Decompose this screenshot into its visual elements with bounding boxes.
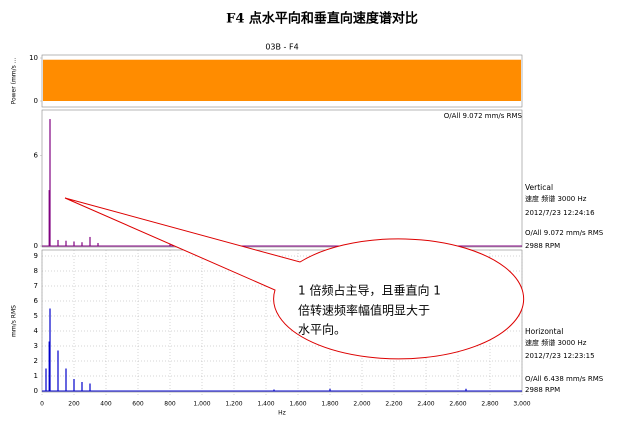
x-tick-label: 0 bbox=[40, 401, 44, 408]
y-tick-label: 8 bbox=[34, 267, 38, 275]
y-tick-label: 0 bbox=[34, 242, 38, 250]
info-text: O/All 6.438 mm/s RMS bbox=[525, 375, 604, 383]
annotation-line: 倍转速频率幅值明显大于 bbox=[298, 303, 430, 318]
plot-frame bbox=[41, 109, 523, 248]
x-tick-label: 2,000 bbox=[353, 401, 370, 408]
x-tick-label: 800 bbox=[164, 401, 176, 408]
x-tick-label: 2,400 bbox=[417, 401, 434, 408]
y-tick-label: 7 bbox=[34, 282, 38, 290]
info-text: Horizontal bbox=[525, 327, 563, 336]
y-tick-label: 0 bbox=[34, 387, 38, 395]
overall-note: O/All 9.072 mm/s RMS bbox=[444, 112, 523, 120]
y-tick-label: 10 bbox=[29, 54, 38, 62]
y-tick-label: 5 bbox=[34, 312, 38, 320]
plot-frame bbox=[41, 54, 523, 108]
x-tick-label: 2,200 bbox=[385, 401, 402, 408]
x-tick-label: 600 bbox=[132, 401, 144, 408]
x-tick-label: 1,000 bbox=[193, 401, 210, 408]
y-tick-label: 1 bbox=[34, 372, 38, 380]
plot-frame bbox=[41, 249, 523, 393]
power-band bbox=[43, 59, 521, 101]
y-tick-label: 3 bbox=[34, 342, 38, 350]
x-tick-label: 3,000 bbox=[513, 401, 530, 408]
x-tick-label: 1,600 bbox=[289, 401, 306, 408]
info-text: 2988 RPM bbox=[525, 242, 560, 250]
info-text: 速度 频谱 3000 Hz bbox=[525, 338, 587, 347]
info-text: 2988 RPM bbox=[525, 386, 560, 394]
x-tick-label: 2,800 bbox=[481, 401, 498, 408]
y-axis-label: mm/s RMS bbox=[11, 305, 18, 337]
info-text: 2012/7/23 12:23:15 bbox=[525, 352, 595, 360]
page-title: F4 点水平向和垂直向速度谱对比 bbox=[226, 11, 418, 27]
x-tick-label: 200 bbox=[68, 401, 80, 408]
info-text: 2012/7/23 12:24:16 bbox=[525, 209, 595, 217]
x-axis-label: Hz bbox=[278, 410, 286, 417]
chart-title: 03B - F4 bbox=[265, 43, 298, 52]
y-tick-label: 4 bbox=[34, 327, 39, 335]
y-tick-label: 6 bbox=[34, 151, 39, 159]
y-tick-label: 2 bbox=[34, 357, 38, 365]
x-tick-label: 400 bbox=[100, 401, 112, 408]
x-tick-label: 1,200 bbox=[225, 401, 242, 408]
y-tick-label: 9 bbox=[34, 252, 38, 260]
y-tick-label: 6 bbox=[34, 297, 39, 305]
y-axis-label: Power (mm/s ... bbox=[11, 57, 18, 104]
annotation-line: 水平向。 bbox=[298, 322, 346, 337]
x-tick-label: 1,400 bbox=[257, 401, 274, 408]
callout bbox=[64, 197, 525, 360]
info-text: O/All 9.072 mm/s RMS bbox=[525, 229, 604, 237]
info-text: Vertical bbox=[525, 183, 553, 192]
info-text: 速度 频谱 3000 Hz bbox=[525, 194, 587, 203]
x-tick-label: 2,600 bbox=[449, 401, 466, 408]
y-tick-label: 0 bbox=[34, 97, 38, 105]
annotation-line: 1 倍频占主导，且垂直向 1 bbox=[298, 283, 441, 298]
x-tick-label: 1,800 bbox=[321, 401, 338, 408]
